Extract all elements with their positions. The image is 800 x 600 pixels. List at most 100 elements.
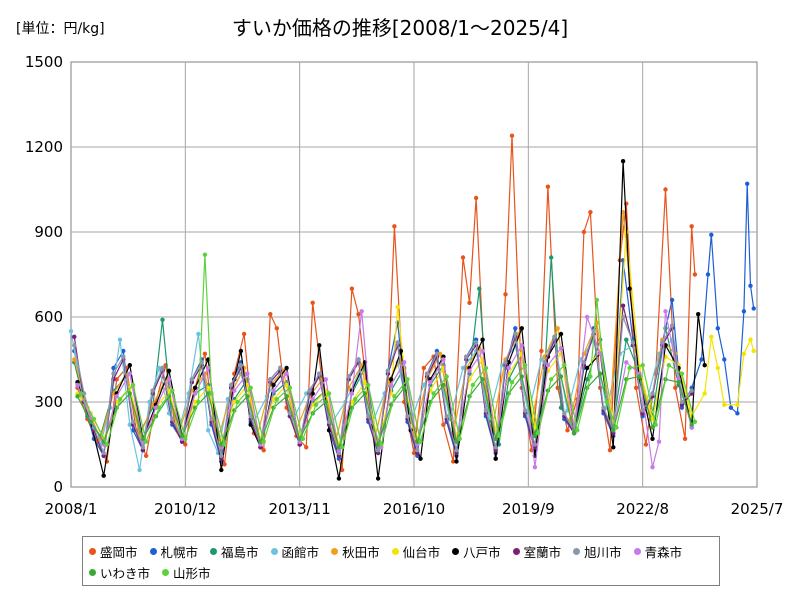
data-point — [624, 337, 629, 342]
legend-marker — [89, 569, 96, 576]
data-point — [248, 385, 253, 390]
data-point — [650, 391, 655, 396]
data-point — [300, 436, 306, 441]
data-point — [480, 337, 485, 342]
data-point — [228, 382, 234, 388]
series-line — [70, 331, 686, 471]
y-tick-label: 900 — [34, 223, 63, 241]
data-point — [748, 337, 753, 342]
data-point — [519, 343, 524, 348]
data-point — [441, 357, 446, 362]
data-point — [140, 445, 146, 450]
data-point — [157, 405, 162, 410]
data-point — [375, 476, 381, 481]
data-point — [650, 425, 655, 430]
data-point — [245, 371, 250, 376]
data-point — [68, 329, 74, 334]
data-point — [127, 363, 132, 368]
data-point — [444, 374, 449, 379]
data-point — [81, 391, 87, 396]
data-point — [307, 388, 312, 393]
data-point — [183, 442, 188, 447]
data-point — [362, 391, 368, 396]
x-tick-label: 2025/7 — [731, 500, 784, 518]
data-point — [219, 453, 224, 458]
data-point — [222, 462, 227, 467]
data-point — [663, 309, 668, 314]
data-point — [643, 442, 649, 447]
legend-item: 盛岡市 — [89, 541, 138, 562]
data-point — [304, 391, 309, 396]
data-point — [653, 422, 658, 427]
data-point — [594, 320, 600, 325]
data-point — [513, 331, 518, 337]
data-point — [418, 439, 423, 444]
data-point — [637, 374, 642, 379]
legend-label: 札幌市 — [160, 545, 199, 560]
data-point — [584, 314, 590, 320]
grid-lines — [71, 62, 757, 487]
data-point — [346, 374, 351, 379]
data-point — [202, 351, 208, 356]
legend-label: 函館市 — [281, 545, 320, 560]
data-point — [166, 394, 172, 399]
data-point — [261, 448, 266, 453]
data-point — [741, 309, 747, 314]
legend-marker — [270, 548, 278, 555]
data-point — [571, 431, 577, 436]
data-point — [415, 439, 420, 444]
data-point — [673, 385, 678, 390]
data-point — [709, 334, 714, 339]
data-point — [209, 416, 214, 422]
x-tick-label: 2022/8 — [616, 500, 669, 518]
data-point — [117, 337, 123, 342]
data-point — [111, 365, 116, 371]
data-point — [183, 436, 188, 441]
y-tick-label: 1200 — [25, 138, 63, 156]
data-point — [751, 306, 756, 311]
data-point — [375, 448, 381, 453]
data-point — [271, 397, 276, 402]
data-point — [669, 297, 675, 303]
data-point — [620, 314, 626, 320]
legend-item: 旭川市 — [573, 541, 622, 562]
data-point — [268, 377, 273, 382]
data-point — [715, 326, 720, 331]
data-point — [323, 377, 328, 382]
data-point — [581, 360, 587, 365]
data-point — [588, 374, 593, 379]
data-point — [192, 399, 198, 405]
data-point — [395, 304, 400, 310]
data-point — [624, 360, 629, 365]
data-point — [500, 363, 505, 368]
data-point — [310, 397, 315, 402]
data-point — [503, 292, 508, 297]
data-point — [317, 371, 322, 376]
data-point — [598, 351, 603, 356]
data-point — [480, 348, 485, 354]
data-point — [326, 391, 332, 396]
data-point — [418, 456, 423, 461]
data-point — [111, 371, 116, 376]
data-point — [166, 388, 172, 393]
data-point — [114, 377, 119, 382]
data-point — [248, 414, 253, 419]
data-point — [493, 436, 498, 441]
data-point — [304, 445, 309, 450]
data-point — [552, 334, 557, 339]
data-point — [562, 411, 567, 416]
data-point — [614, 425, 619, 430]
data-point — [633, 385, 639, 390]
data-point — [415, 448, 420, 453]
legend-item: 札幌市 — [149, 541, 199, 562]
data-point — [170, 416, 175, 422]
unit-label: [単位：円/kg] — [16, 21, 105, 37]
series-line — [80, 254, 696, 448]
legend-item: 室蘭市 — [512, 541, 561, 562]
data-point — [545, 184, 551, 189]
data-point — [584, 365, 590, 371]
data-point — [222, 442, 227, 447]
data-point — [75, 394, 80, 399]
x-tick-label: 2016/10 — [383, 500, 445, 518]
data-point — [705, 272, 711, 277]
